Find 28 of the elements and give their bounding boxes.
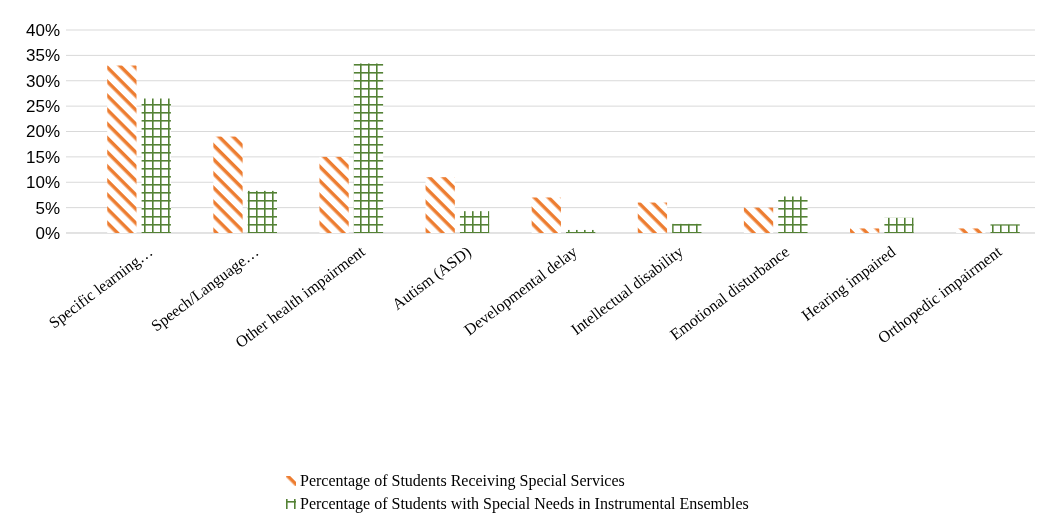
bar — [956, 228, 986, 233]
legend-label: Percentage of Students with Special Needs in Instrumental Ensembles — [300, 495, 749, 513]
bar — [141, 98, 171, 233]
bar — [672, 223, 702, 233]
bar — [353, 63, 384, 233]
bar — [319, 156, 349, 233]
y-tick-label: 35% — [25, 46, 60, 66]
bar — [990, 224, 1020, 233]
y-tick-label: 0% — [35, 223, 60, 243]
y-tick-label: 10% — [25, 173, 60, 193]
bar — [213, 136, 243, 233]
bar — [884, 217, 914, 233]
bar — [850, 228, 880, 233]
y-tick-label: 20% — [25, 122, 60, 142]
bar — [425, 177, 455, 233]
bar — [743, 207, 774, 233]
bar — [566, 229, 596, 233]
bar — [637, 202, 668, 233]
y-tick-label: 25% — [25, 97, 60, 117]
bar — [459, 211, 490, 233]
legend-label: Percentage of Students Receiving Special Services — [300, 472, 625, 490]
y-tick-label: 15% — [25, 147, 60, 167]
bar — [247, 190, 277, 233]
y-tick-label: 30% — [25, 71, 60, 91]
bar — [531, 197, 561, 233]
bar — [107, 65, 137, 233]
y-tick-label: 40% — [25, 20, 60, 40]
y-tick-label: 5% — [35, 198, 60, 218]
